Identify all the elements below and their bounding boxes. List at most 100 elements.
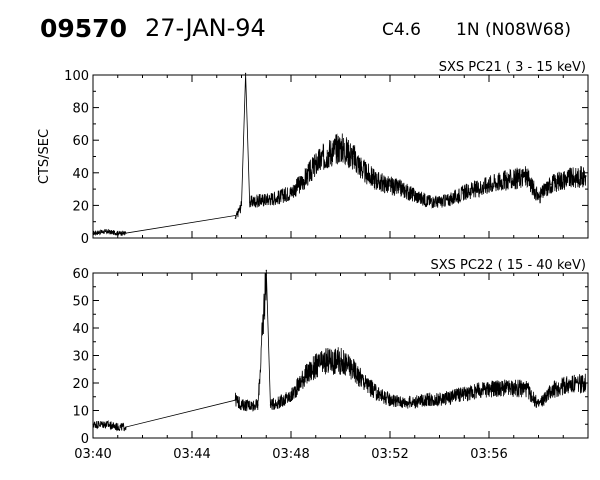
panel2-data-point [585,382,587,384]
panel2-xtick-label: 03:52 [371,447,408,462]
panel2-data-point [278,401,280,403]
panel2-data-point [125,426,127,428]
panel1-data-point [426,199,428,202]
panel1-data-point [438,201,441,203]
panel1-data-point [513,178,515,180]
panel1-data-point [463,191,465,193]
event-id: 09570 [40,14,127,43]
panel2-data-point [265,269,267,271]
panel2-data-point [257,404,259,406]
panel2-data-point [562,385,564,387]
panel1-data-point [117,232,119,234]
panel2-data-point [92,423,94,425]
panel2-frame [92,272,589,439]
panel1-data-point [550,183,552,185]
panel1-series-line [92,73,587,237]
panel2-data-point [352,368,354,370]
panel1-data-point [245,72,247,74]
panel2-xtick-label: 03:44 [173,447,210,462]
panel2-data-point [513,387,515,390]
panel2-data-point [476,390,478,392]
panel1-data-point [562,178,564,180]
panel1-ylabel: CTS/SEC [37,129,52,184]
panel2-xtick-label: 03:56 [470,447,507,462]
panel2-data-point [290,396,292,398]
panel2-data-point [389,398,391,401]
panel2-data-point [234,398,236,401]
panel2-ytick-label: 40 [72,322,89,337]
optical-class: 1N [456,20,480,40]
panel1-data-point [585,175,587,177]
panel1-ytick-label: 0 [81,232,89,247]
panel2-data-point [327,360,329,362]
goes-class: C4.6 [382,20,421,40]
panel2-data-point [500,387,502,390]
panel1-data-point [377,180,379,182]
panel2-data-point [117,426,119,428]
panel1-data-point [327,152,329,154]
panel2-xtick-label: 03:40 [74,447,111,462]
panel2-data-point [377,393,379,395]
panel1-data-point [104,230,106,233]
panel2-ytick-label: 50 [72,295,89,310]
panel2-data-point [426,398,428,401]
panel1-data-point [500,180,502,182]
panel2-data-point [463,393,465,395]
panel2-ytick-label: 0 [81,432,89,447]
panel1-data-point [234,217,236,219]
panel2-ytick-label: 60 [72,267,89,282]
panel1-data-point [240,204,243,206]
panel1-data-point [525,175,527,177]
panel1-data-point [451,198,453,200]
panel1-data-point [414,195,416,197]
panel2-title: SXS PC22 ( 15 - 40 keV) [430,258,586,273]
panel1-data-point [339,146,342,148]
panel1-data-point [302,180,304,182]
panel1-ytick-label: 40 [72,167,89,182]
event-date: 27-JAN-94 [145,14,266,42]
panel2-data-point [451,396,453,398]
panel2-ytick-label: 10 [72,405,89,420]
panel1-data-point [476,188,478,190]
panel2-data-point [240,404,243,406]
panel1-data-point [401,188,403,190]
panel2-data-point [525,387,527,390]
panel2-data-point [269,404,271,406]
panel2-data-point [339,360,342,362]
panel1-ytick-label: 80 [72,102,89,117]
panel2-xtick-label: 03:48 [272,447,309,462]
panel1-ytick-label: 20 [72,199,89,214]
panel1-data-point [364,172,366,174]
panel2-ytick-label: 30 [72,350,89,365]
panel1-ytick-label: 100 [64,69,89,84]
panel2-data-point [550,390,552,392]
panel1-data-point [249,201,251,203]
panel2-ytick-label: 20 [72,377,89,392]
panel1-data-point [259,199,261,202]
panel1-ytick-label: 60 [72,134,89,149]
panel2-data-point [104,423,106,425]
panel1-data-point [389,185,391,187]
panel1-data-point [290,191,292,193]
panel1-data-point [488,183,490,185]
panel1-frame [92,74,589,239]
panel1-data-point [278,196,280,198]
panel1-data-point [315,164,317,166]
panel2-data-point [537,404,540,406]
panel2-series-line [92,270,587,432]
panel1-data-point [92,232,94,234]
panel1-data-point [537,196,540,198]
location-coords: (N08W68) [484,20,572,40]
panel2-data-point [401,401,403,403]
panel1-title: SXS PC21 ( 3 - 15 keV) [439,60,586,75]
panel2-data-point [302,376,304,379]
panel2-data-point [488,387,490,390]
panel2-data-point [364,382,366,384]
panel1-data-point [352,155,354,158]
flare-location: 1N (N08W68) [456,20,571,40]
panel1-data-point [125,232,127,234]
panel2-data-point [315,365,317,368]
panel2-data-point [438,398,441,401]
panel2-data-point [414,401,416,403]
